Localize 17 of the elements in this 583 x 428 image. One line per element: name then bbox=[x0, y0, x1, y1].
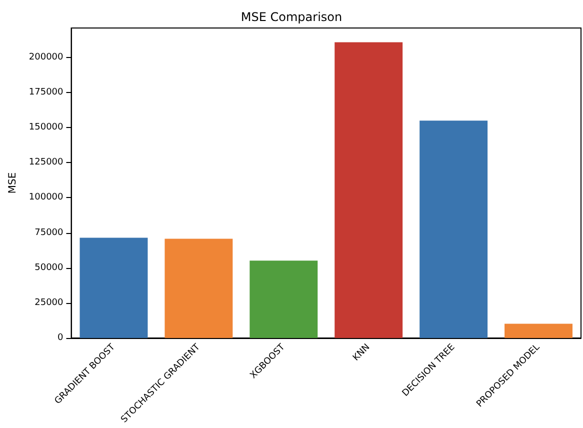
y-tick-label: 150000 bbox=[28, 122, 64, 133]
bar bbox=[250, 260, 318, 338]
bar bbox=[80, 238, 148, 338]
y-tick-label: 0 bbox=[58, 333, 64, 343]
y-tick-label: 75000 bbox=[34, 228, 64, 238]
y-tick-label: 25000 bbox=[34, 298, 64, 308]
bar bbox=[420, 120, 488, 338]
y-axis-title: MSE bbox=[8, 172, 18, 194]
bar bbox=[504, 324, 573, 338]
y-tick-label: 50000 bbox=[34, 262, 64, 273]
chart-title: MSE Comparison bbox=[240, 10, 342, 24]
y-tick-label: 200000 bbox=[28, 52, 64, 62]
y-tick-label: 175000 bbox=[28, 88, 64, 98]
bar bbox=[164, 238, 233, 338]
bar bbox=[334, 42, 403, 338]
y-tick-label: 125000 bbox=[28, 158, 64, 168]
y-tick-label: 100000 bbox=[28, 192, 64, 203]
